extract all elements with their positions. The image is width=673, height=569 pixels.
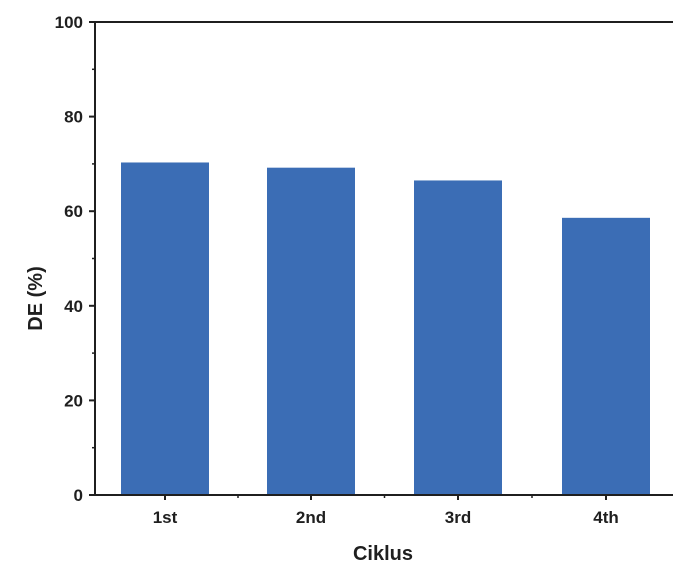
- x-tick-label-3rd: 3rd: [445, 508, 471, 527]
- bars-layer: [121, 162, 650, 495]
- bar-4th: [562, 217, 650, 495]
- x-ticks: 1st 2nd 3rd 4th: [153, 495, 619, 527]
- x-tick-label-4th: 4th: [593, 508, 619, 527]
- x-axis-title: Ciklus: [353, 543, 413, 565]
- y-tick-label-100: 100: [55, 13, 83, 32]
- bar-3rd: [414, 180, 502, 495]
- y-tick-label-80: 80: [64, 108, 83, 127]
- bar-2nd: [267, 167, 355, 495]
- y-tick-label-60: 60: [64, 202, 83, 221]
- bar-1st: [121, 162, 209, 495]
- y-tick-label-40: 40: [64, 297, 83, 316]
- y-tick-label-0: 0: [74, 486, 83, 505]
- y-axis-title: DE (%): [25, 266, 47, 330]
- y-tick-label-20: 20: [64, 391, 83, 410]
- x-tick-label-2nd: 2nd: [296, 508, 326, 527]
- x-tick-label-1st: 1st: [153, 508, 178, 527]
- y-ticks: 0 20 40 60 80 100: [55, 13, 95, 505]
